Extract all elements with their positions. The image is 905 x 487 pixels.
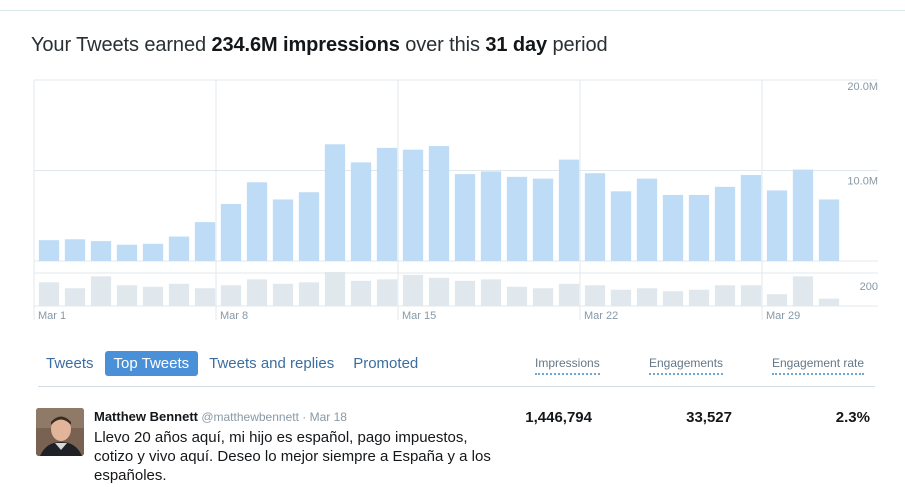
engagements-bar [584, 285, 606, 306]
engagements-bar [168, 283, 190, 306]
tweet-filter-tabs: Tweets Top Tweets Tweets and replies Pro… [38, 349, 429, 377]
engagements-bar [454, 280, 476, 306]
impressions-bar [766, 190, 788, 261]
x-axis-tick-label: Mar 1 [38, 310, 66, 322]
engagements-bar [298, 282, 320, 306]
headline-period: 31 day [485, 34, 548, 56]
x-axis-tick-label: Mar 29 [766, 310, 800, 322]
engagements-bar [220, 285, 242, 306]
impressions-bar [246, 182, 268, 261]
tab-tweets[interactable]: Tweets [46, 354, 94, 372]
y-axis-tick-label: 20.0M [847, 81, 878, 93]
engagements-bar [246, 279, 268, 306]
engagements-bar [792, 276, 814, 306]
column-header-engagements[interactable]: Engagements [649, 356, 724, 375]
impressions-bar [610, 191, 632, 261]
engagements-bar [740, 285, 762, 306]
impressions-bar [662, 194, 684, 261]
impressions-bar [168, 236, 190, 261]
impressions-bar [194, 222, 216, 261]
impressions-bar [38, 240, 60, 261]
headline-prefix: Your Tweets earned [31, 34, 212, 56]
engagements-bar [194, 288, 216, 306]
impressions-bar [818, 199, 840, 261]
impressions-bar [376, 147, 398, 261]
engagements-bar [428, 277, 450, 306]
impressions-bar [636, 178, 658, 261]
engagements-bar [376, 279, 398, 306]
y-axis-tick-label: 200 [860, 281, 878, 293]
engagements-bar [480, 279, 502, 306]
page-headline: Your Tweets earned 234.6M impressions ov… [31, 34, 608, 57]
impressions-bar [64, 239, 86, 261]
tab-tweets-and-replies[interactable]: Tweets and replies [209, 354, 335, 372]
impressions-bar [90, 241, 112, 261]
impressions-bar [272, 199, 294, 261]
engagements-bar [688, 289, 710, 306]
engagements-bar [714, 285, 736, 306]
impressions-bar [480, 171, 502, 261]
y-axis-tick-label: 10.0M [847, 176, 878, 188]
tweet-author-meta: @matthewbennett · Mar 18 [198, 410, 347, 424]
avatar-portrait-icon [36, 408, 84, 456]
impressions-bar [558, 159, 580, 261]
engagements-bar [272, 283, 294, 306]
impressions-bar [506, 176, 528, 261]
engagements-bar [818, 298, 840, 306]
engagements-bar [38, 282, 60, 306]
tweet-impressions-value: 1,446,794 [525, 409, 592, 426]
engagements-bar [350, 280, 372, 306]
tweet-author-name[interactable]: Matthew Bennett [94, 409, 198, 424]
impressions-chart: 20.0M 10.0M 200 Mar 1 Mar 8 Mar 15 Mar 22 Mar 2… [33, 79, 878, 322]
impressions-bar [116, 244, 138, 261]
impressions-bar [740, 175, 762, 261]
column-header-impressions[interactable]: Impressions [535, 356, 600, 375]
tweet-engagements-value: 33,527 [686, 409, 732, 426]
tweet-engagement-rate-value: 2.3% [835, 409, 870, 426]
tweet-text[interactable]: Llevo 20 años aquí, mi hijo es español, … [94, 429, 491, 484]
top-divider [0, 10, 905, 11]
engagements-bar [766, 294, 788, 306]
engagements-bar [64, 288, 86, 306]
impressions-bar [454, 174, 476, 261]
tab-top-tweets[interactable]: Top Tweets [104, 350, 199, 376]
engagements-bar [558, 283, 580, 306]
column-header-engagement-rate[interactable]: Engagement rate [772, 356, 865, 375]
tab-promoted[interactable]: Promoted [353, 354, 419, 372]
engagements-bar [90, 276, 112, 306]
impressions-bar [402, 149, 424, 261]
tweet-author: Matthew Bennett @matthewbennett · Mar 18 [94, 409, 347, 424]
engagements-bar [636, 288, 658, 306]
avatar[interactable] [36, 408, 84, 456]
impressions-bar [142, 243, 164, 261]
impressions-bar [428, 146, 450, 261]
headline-suffix: period [547, 34, 608, 56]
engagements-bar [116, 285, 138, 306]
headline-middle: over this [399, 34, 486, 56]
impressions-bar [220, 203, 242, 261]
impressions-bar [688, 194, 710, 261]
impressions-bar [298, 192, 320, 261]
impressions-bar [324, 144, 346, 261]
engagements-bar [402, 274, 424, 306]
impressions-bar [532, 178, 554, 261]
engagements-bar [532, 288, 554, 306]
impressions-bar [714, 186, 736, 261]
impressions-bar [350, 162, 372, 261]
engagements-bar [610, 289, 632, 306]
engagements-bar [506, 286, 528, 306]
x-axis-tick-label: Mar 8 [220, 310, 248, 322]
engagements-bar [662, 291, 684, 306]
engagements-bar [324, 271, 346, 306]
table-header-divider [38, 386, 875, 387]
x-axis-tick-label: Mar 15 [402, 310, 436, 322]
headline-impressions: 234.6M impressions [211, 34, 400, 56]
impressions-bar [584, 173, 606, 261]
x-axis-tick-label: Mar 22 [584, 310, 618, 322]
engagements-bar [142, 286, 164, 306]
impressions-bar [792, 169, 814, 261]
